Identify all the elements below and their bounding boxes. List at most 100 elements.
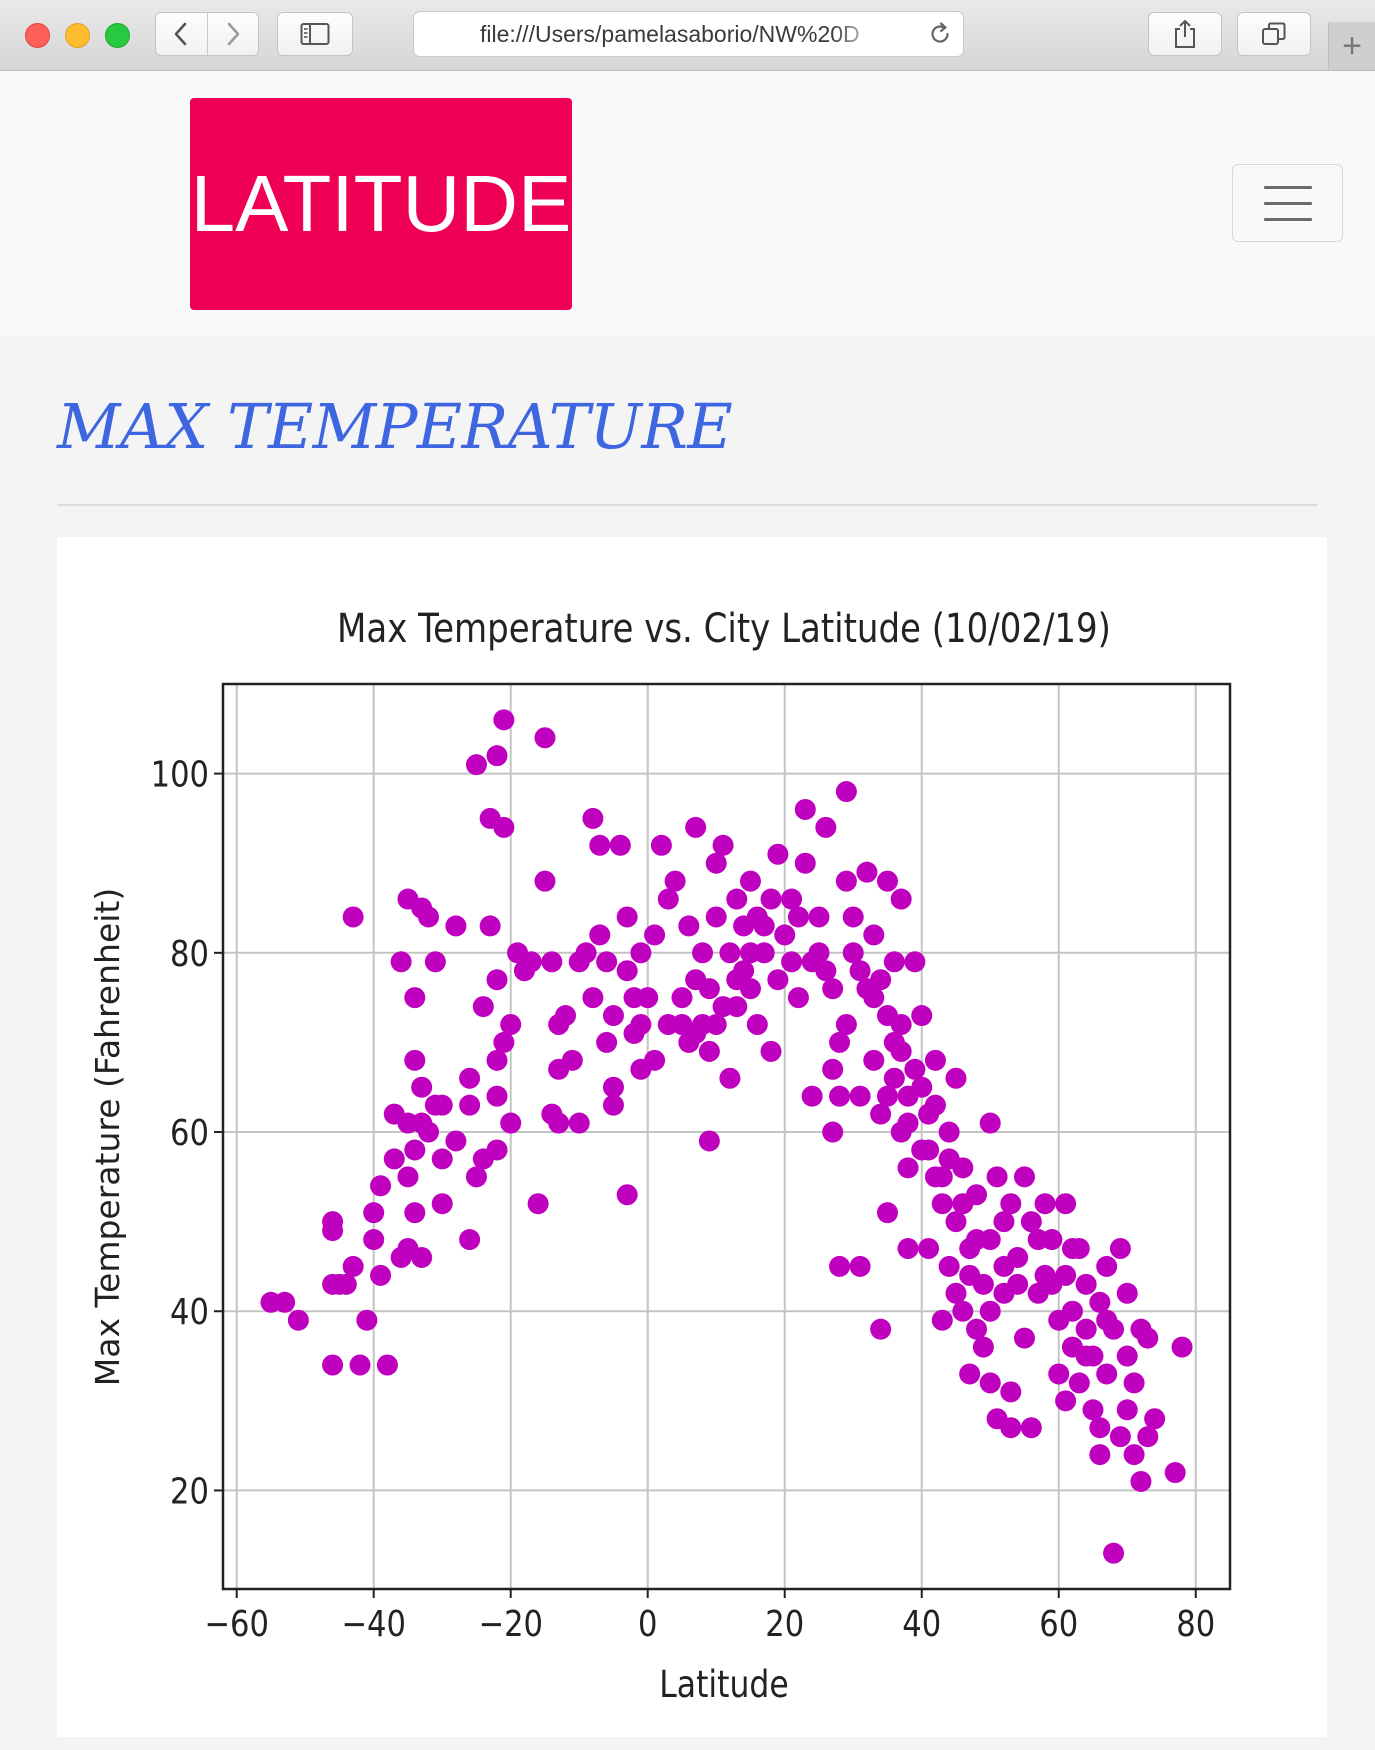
data-point xyxy=(370,1264,392,1286)
data-point xyxy=(356,1309,378,1331)
data-point xyxy=(815,960,837,982)
data-point xyxy=(664,870,686,892)
data-point xyxy=(760,888,782,910)
data-point xyxy=(1013,1166,1035,1188)
data-point xyxy=(1123,1372,1145,1394)
navbar: LATITUDE xyxy=(0,71,1375,336)
data-point xyxy=(794,798,816,820)
data-point xyxy=(1000,1193,1022,1215)
data-point xyxy=(774,924,796,946)
data-point xyxy=(1096,1309,1118,1331)
data-point xyxy=(335,1273,357,1295)
data-point xyxy=(959,1363,981,1385)
data-point xyxy=(616,1184,638,1206)
data-point xyxy=(883,951,905,973)
data-point xyxy=(1089,1417,1111,1439)
window-minimize-button[interactable] xyxy=(65,23,90,48)
chart-card: Max Temperature vs. City Latitude (10/02… xyxy=(57,537,1327,1737)
data-point xyxy=(705,1013,727,1035)
data-point xyxy=(287,1309,309,1331)
x-tick-label: 60 xyxy=(1039,1603,1078,1645)
data-point xyxy=(534,870,556,892)
reload-icon[interactable] xyxy=(927,21,953,47)
window-zoom-button[interactable] xyxy=(105,23,130,48)
data-point xyxy=(411,1076,433,1098)
data-point xyxy=(472,1148,494,1170)
data-point xyxy=(541,951,563,973)
data-point xyxy=(801,1085,823,1107)
scatter-chart: Max Temperature vs. City Latitude (10/02… xyxy=(88,605,1232,1707)
data-point xyxy=(815,816,837,838)
data-point xyxy=(705,852,727,874)
data-point xyxy=(705,906,727,928)
brand-logo[interactable]: LATITUDE xyxy=(190,98,572,310)
data-point xyxy=(1027,1282,1049,1304)
data-point xyxy=(431,1148,453,1170)
data-point xyxy=(822,978,844,1000)
hamburger-icon xyxy=(1264,202,1312,205)
data-point xyxy=(1137,1426,1159,1448)
menu-toggle-button[interactable] xyxy=(1232,164,1343,242)
data-point xyxy=(596,951,618,973)
data-point xyxy=(726,888,748,910)
data-point xyxy=(1007,1273,1029,1295)
data-point xyxy=(1123,1444,1145,1466)
data-point xyxy=(1068,1238,1090,1260)
data-point xyxy=(1020,1417,1042,1439)
data-point xyxy=(972,1336,994,1358)
data-point xyxy=(1089,1444,1111,1466)
data-point xyxy=(644,1049,666,1071)
x-tick-label: −60 xyxy=(204,1603,269,1645)
x-tick-label: 20 xyxy=(765,1603,804,1645)
data-point xyxy=(561,1049,583,1071)
data-point xyxy=(486,1085,508,1107)
data-point xyxy=(1034,1264,1056,1286)
data-point xyxy=(924,1049,946,1071)
address-bar[interactable]: file:///Users/pamelasaborio/NW%20D xyxy=(413,11,964,57)
data-point xyxy=(931,1309,953,1331)
show-tabs-button[interactable] xyxy=(1237,12,1311,56)
y-tick-label: 80 xyxy=(170,932,209,974)
back-button[interactable] xyxy=(156,13,207,55)
data-point xyxy=(322,1211,344,1233)
chart-grid xyxy=(223,684,1230,1589)
data-point xyxy=(739,870,761,892)
data-point xyxy=(274,1291,296,1313)
data-point xyxy=(1109,1426,1131,1448)
data-point xyxy=(1034,1193,1056,1215)
data-point xyxy=(479,915,501,937)
chevron-right-icon xyxy=(227,22,240,46)
data-point xyxy=(1068,1372,1090,1394)
data-point xyxy=(966,1229,988,1251)
data-point xyxy=(376,1354,398,1376)
data-point xyxy=(424,1094,446,1116)
sidebar-icon xyxy=(300,23,330,45)
data-point xyxy=(842,906,864,928)
data-point xyxy=(363,1229,385,1251)
data-point xyxy=(767,843,789,865)
data-point xyxy=(383,1148,405,1170)
data-point xyxy=(486,1049,508,1071)
window-close-button[interactable] xyxy=(25,23,50,48)
sidebar-toggle-button[interactable] xyxy=(277,12,353,56)
y-tick-label: 20 xyxy=(170,1470,209,1512)
new-tab-button[interactable]: + xyxy=(1328,22,1375,70)
forward-button[interactable] xyxy=(206,13,259,55)
data-point xyxy=(767,969,789,991)
data-point xyxy=(945,1211,967,1233)
data-point xyxy=(465,754,487,776)
data-point xyxy=(465,1166,487,1188)
data-point xyxy=(993,1211,1015,1233)
data-point xyxy=(808,942,830,964)
data-point xyxy=(870,1318,892,1340)
data-point xyxy=(897,1112,919,1134)
data-point xyxy=(1075,1318,1097,1340)
data-point xyxy=(418,906,440,928)
data-point xyxy=(849,1085,871,1107)
data-point xyxy=(548,1112,570,1134)
share-button[interactable] xyxy=(1148,12,1222,56)
data-point xyxy=(1144,1408,1166,1430)
data-point xyxy=(589,834,611,856)
data-point xyxy=(698,1040,720,1062)
data-point xyxy=(630,942,652,964)
